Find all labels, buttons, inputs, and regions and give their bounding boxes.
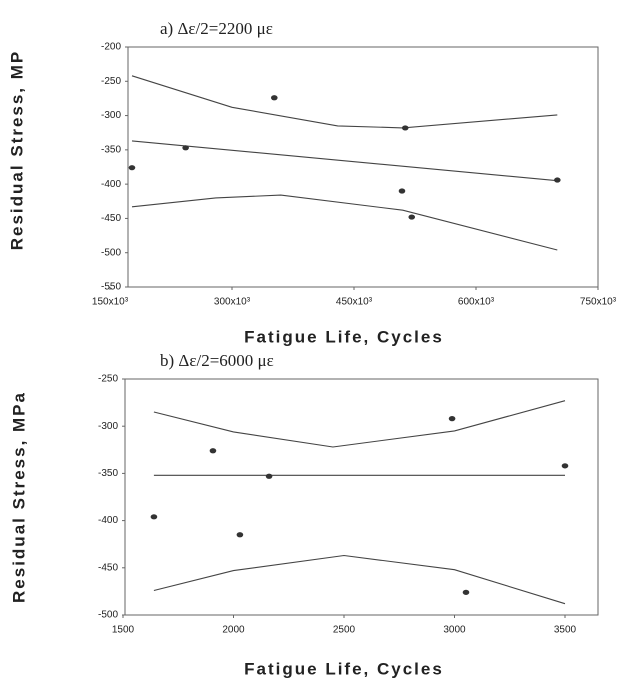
data-point: [265, 473, 273, 479]
y-tick-label: -300: [98, 421, 118, 432]
y-tick-label: -550: [101, 282, 121, 293]
chart-title: b) Δε/2=6000 με: [160, 351, 274, 370]
data-point: [270, 95, 278, 101]
data-point: [448, 416, 456, 422]
y-tick-label: -350: [101, 144, 121, 155]
data-point: [150, 514, 158, 520]
y-tick-label: -300: [101, 110, 121, 121]
y-tick-label: -450: [98, 562, 118, 573]
x-axis-title: Fatigue Life, Cycles: [244, 659, 444, 678]
y-tick-label: -400: [101, 179, 121, 190]
x-tick-label: 300x10³: [214, 297, 251, 308]
y-axis-title: Residual Stress, MP: [7, 50, 26, 251]
y-tick-label: -250: [101, 76, 121, 87]
data-point: [236, 532, 244, 538]
fit-curve: [131, 140, 558, 182]
x-tick-label: 3500: [554, 625, 577, 636]
y-axis-title: Residual Stress, MPa: [9, 391, 28, 603]
x-tick-label: 150x10³: [92, 297, 129, 308]
data-point: [209, 448, 217, 454]
data-point: [554, 177, 561, 183]
fit-curve: [131, 75, 558, 129]
y-tick-label: -500: [98, 610, 118, 621]
fit-curve: [153, 554, 566, 605]
x-tick-label: 450x10³: [336, 297, 373, 308]
x-tick-label: 2000: [222, 625, 245, 636]
x-tick-label: 3000: [443, 625, 466, 636]
x-tick-label: 2500: [333, 625, 356, 636]
y-tick-label: -350: [98, 468, 118, 479]
plot-frame: [124, 378, 599, 616]
data-point: [561, 463, 569, 469]
data-point: [401, 125, 409, 131]
x-tick-label: 1500: [112, 625, 135, 636]
y-tick-label: -200: [101, 42, 121, 53]
data-point: [182, 145, 189, 151]
y-tick-label: -500: [101, 247, 121, 258]
data-point: [408, 214, 416, 220]
data-point: [128, 165, 136, 171]
x-tick-label: 600x10³: [458, 297, 495, 308]
y-tick-label: -250: [98, 374, 118, 385]
fit-curve: [153, 400, 566, 448]
data-point: [462, 589, 470, 595]
x-tick-label: 750x10³: [580, 297, 617, 308]
x-axis-title: Fatigue Life, Cycles: [244, 327, 444, 346]
y-tick-label: -450: [101, 213, 121, 224]
fit-curve: [131, 194, 558, 251]
plot-frame: [127, 46, 599, 288]
chart-title: a) Δε/2=2200 με: [160, 19, 273, 38]
y-tick-label: -400: [98, 515, 118, 526]
data-point: [398, 188, 406, 194]
